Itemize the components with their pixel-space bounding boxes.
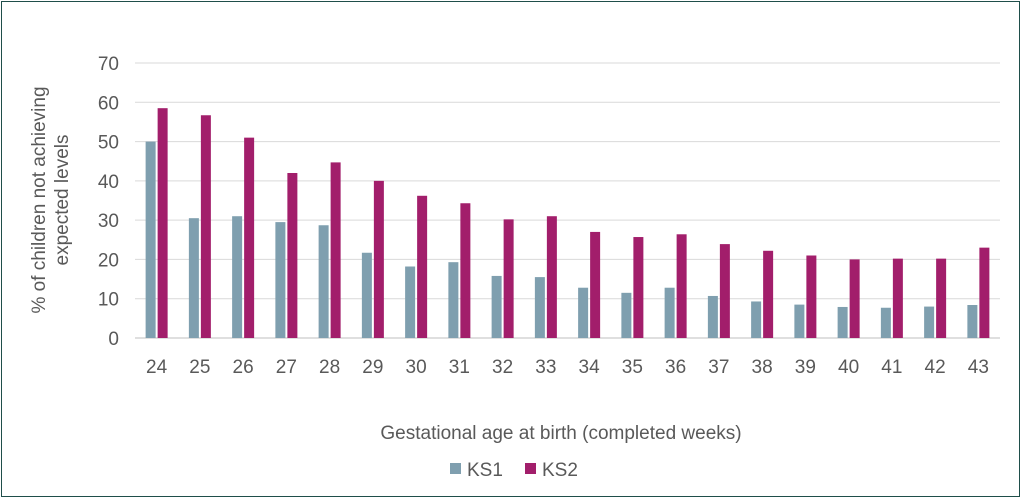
- y-tick-label: 20: [98, 250, 119, 271]
- x-tick-label: 39: [795, 357, 816, 378]
- bar-ks2-25: [200, 115, 211, 338]
- x-tick-label: 35: [622, 357, 643, 378]
- x-tick-label: 34: [579, 357, 601, 378]
- x-tick-label: 30: [406, 357, 427, 378]
- bar-ks1-37: [707, 295, 718, 338]
- bar-ks2-37: [719, 244, 730, 338]
- y-axis-title-line-2: expected levels: [52, 135, 73, 266]
- bar-ks1-25: [188, 218, 199, 338]
- bar-ks2-27: [287, 173, 298, 338]
- bar-ks2-35: [633, 237, 644, 338]
- bar-ks1-34: [578, 287, 589, 338]
- x-tick-label: 33: [535, 357, 556, 378]
- bar-ks1-31: [448, 262, 459, 338]
- bar-ks2-33: [546, 216, 557, 338]
- bar-ks1-39: [794, 304, 805, 338]
- bar-ks1-41: [880, 307, 891, 338]
- bar-ks2-26: [244, 137, 255, 338]
- bar-ks1-42: [924, 306, 935, 338]
- bar-ks1-33: [534, 277, 545, 338]
- y-tick-label: 30: [98, 211, 119, 232]
- bar-ks1-32: [491, 275, 502, 338]
- y-axis-title-line-1: % of children not achieving: [29, 86, 50, 313]
- y-tick-label: 10: [98, 290, 119, 311]
- x-tick-label: 41: [881, 357, 902, 378]
- x-tick-label: 29: [362, 357, 383, 378]
- bar-ks1-28: [318, 225, 329, 338]
- x-tick-label: 38: [752, 357, 773, 378]
- legend-swatch-ks2: [525, 463, 536, 474]
- bar-ks1-24: [145, 141, 156, 338]
- x-tick-label: 43: [968, 357, 989, 378]
- y-tick-label: 0: [108, 329, 119, 350]
- legend-swatch-ks1: [450, 463, 461, 474]
- x-tick-label: 27: [276, 357, 297, 378]
- bar-ks2-42: [936, 258, 947, 338]
- x-tick-label: 37: [708, 357, 729, 378]
- y-tick-label: 40: [98, 172, 119, 193]
- bar-ks1-27: [275, 222, 286, 338]
- bar-ks1-26: [232, 216, 243, 338]
- bar-ks2-32: [503, 219, 514, 338]
- x-tick-label: 25: [189, 357, 210, 378]
- x-tick-label: 36: [665, 357, 686, 378]
- bar-ks2-30: [417, 195, 428, 338]
- bar-ks2-31: [460, 203, 471, 338]
- bar-ks2-41: [892, 258, 903, 338]
- y-tick-label: 50: [98, 133, 119, 154]
- bar-ks2-40: [849, 259, 860, 338]
- bar-ks1-40: [837, 306, 848, 338]
- bar-ks2-28: [330, 162, 341, 338]
- x-tick-labels: 24 25 26 27 28 29 30 31 32 33 34 35 36 37 38 39 40 41 42 43: [146, 357, 989, 378]
- y-tick-labels: 0 10 20 30 40 50 60 70: [98, 54, 119, 350]
- y-tick-label: 70: [98, 54, 119, 75]
- bar-ks2-29: [373, 180, 384, 338]
- bar-ks2-39: [806, 255, 817, 338]
- bar-ks1-35: [621, 292, 632, 338]
- x-tick-label: 31: [449, 357, 470, 378]
- bar-ks2-38: [763, 250, 774, 338]
- bar-ks1-30: [405, 266, 416, 338]
- x-tick-label: 32: [492, 357, 513, 378]
- bar-ks2-24: [157, 108, 168, 338]
- bar-ks2-36: [676, 234, 687, 338]
- x-tick-label: 24: [146, 357, 168, 378]
- bar-ks2-43: [979, 247, 990, 338]
- x-tick-label: 26: [233, 357, 254, 378]
- bars: [145, 108, 990, 338]
- x-tick-label: 28: [319, 357, 340, 378]
- legend: KS1 KS2: [450, 460, 578, 481]
- x-axis-title: Gestational age at birth (completed week…: [380, 423, 741, 444]
- y-tick-label: 60: [98, 93, 119, 114]
- bar-ks1-38: [751, 301, 762, 338]
- gridlines: [135, 62, 1000, 339]
- bar-ks1-43: [967, 305, 978, 338]
- x-tick-label: 42: [925, 357, 946, 378]
- bar-ks2-34: [590, 231, 601, 338]
- legend-label-ks2: KS2: [542, 460, 578, 481]
- x-tick-label: 40: [838, 357, 859, 378]
- bar-ks1-29: [361, 252, 372, 338]
- bar-ks1-36: [664, 287, 675, 338]
- legend-label-ks1: KS1: [467, 460, 503, 481]
